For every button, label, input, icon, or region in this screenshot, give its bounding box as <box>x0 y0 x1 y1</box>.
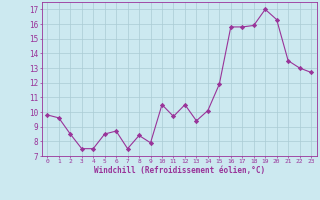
X-axis label: Windchill (Refroidissement éolien,°C): Windchill (Refroidissement éolien,°C) <box>94 166 265 175</box>
